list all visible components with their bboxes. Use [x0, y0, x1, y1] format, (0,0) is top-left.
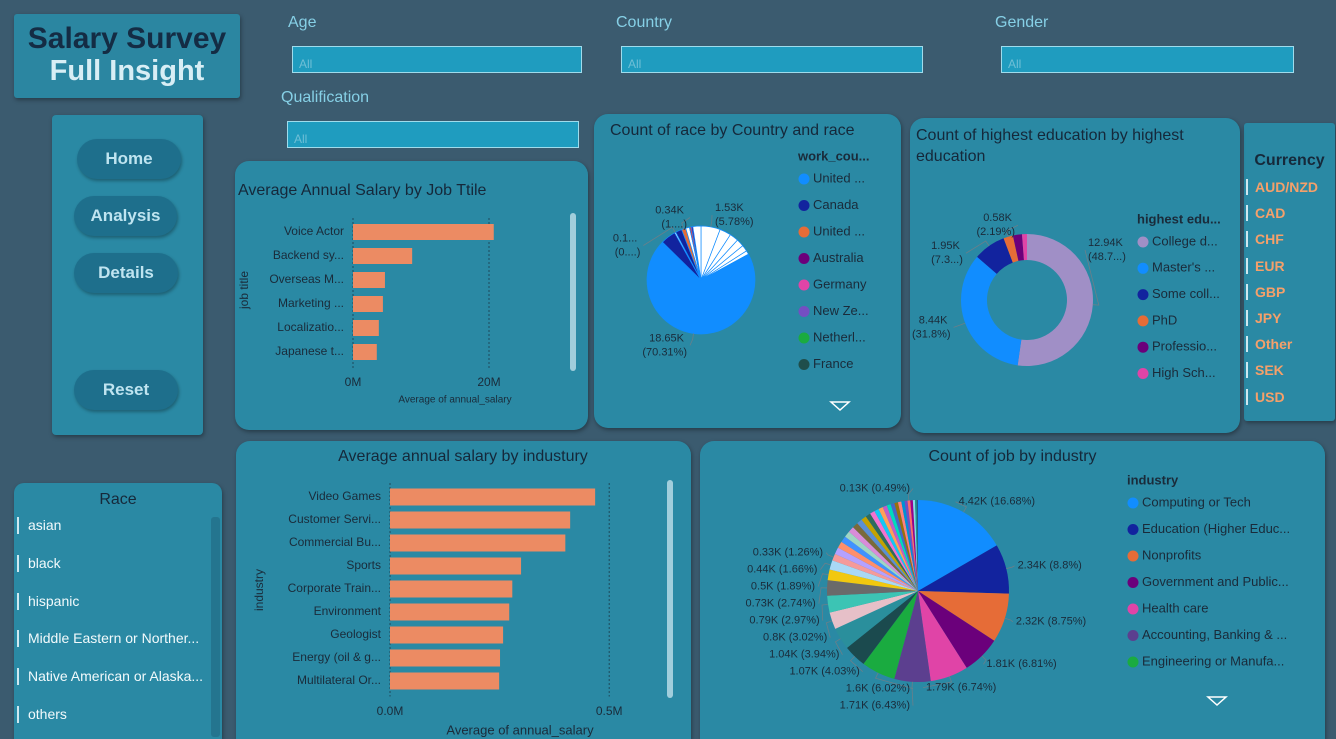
slicer-item[interactable]: USD [1246, 388, 1285, 405]
slicer-item[interactable]: Native American or Alaska... [17, 668, 218, 686]
slicer-item[interactable]: asian [17, 517, 218, 534]
currency-panel [1244, 123, 1335, 421]
dropdown[interactable]: All [287, 121, 579, 148]
scrollbar[interactable] [570, 213, 576, 371]
nav-button[interactable]: Analysis [74, 196, 177, 236]
slicer-title: Race [99, 491, 137, 508]
slicer-item[interactable]: CHF [1246, 231, 1284, 248]
filter-label: Gender [995, 14, 1049, 31]
slicer-item[interactable]: JPY [1246, 310, 1281, 326]
chart-title: Average Annual Salary by Job Ttile [238, 182, 487, 199]
chart-panel [235, 161, 588, 430]
chart-title: Count of race by Country and race [610, 122, 855, 139]
slicer-item[interactable]: hispanic [17, 592, 218, 610]
chart-title: Average annual salary by industury [338, 448, 588, 465]
title-line: Full Insight [49, 55, 205, 87]
chart-panel [594, 114, 901, 428]
chart-title: Count of highest education by highest ed… [916, 127, 1184, 165]
filter-label: Country [616, 14, 673, 31]
filter-label: Age [288, 14, 317, 31]
filter-label: Qualification [281, 89, 370, 106]
scrollbar[interactable] [211, 517, 220, 737]
slicer-item[interactable]: SEK [1246, 362, 1284, 379]
chart-panel [700, 441, 1325, 739]
slicer-item[interactable]: Other [1246, 336, 1292, 353]
slicer-item[interactable]: black [17, 554, 218, 572]
dropdown[interactable]: All [1001, 46, 1294, 73]
title-box: Salary Survey Full Insight [14, 14, 240, 98]
chart-title: Count of job by industry [928, 448, 1097, 465]
slicer-item[interactable]: EUR [1246, 257, 1285, 274]
slicer-item[interactable]: CAD [1246, 205, 1285, 222]
race-panel [14, 483, 222, 739]
slicer-item[interactable]: AUD/NZD [1246, 179, 1318, 195]
slicer-item[interactable]: others [17, 706, 218, 723]
slicer-item[interactable]: Middle Eastern or Norther... [17, 630, 218, 648]
dropdown[interactable]: All [621, 46, 923, 73]
title-line: Salary Survey [27, 22, 227, 55]
chart-panel [236, 441, 691, 739]
nav-button[interactable]: Reset [74, 370, 178, 410]
scrollbar[interactable] [667, 480, 673, 698]
slicer-item[interactable]: GBP [1246, 283, 1285, 300]
slicer-title: Currency [1254, 152, 1325, 169]
nav-button[interactable]: Home [77, 139, 181, 179]
nav-button[interactable]: Details [74, 253, 178, 293]
dropdown[interactable]: All [292, 46, 582, 73]
